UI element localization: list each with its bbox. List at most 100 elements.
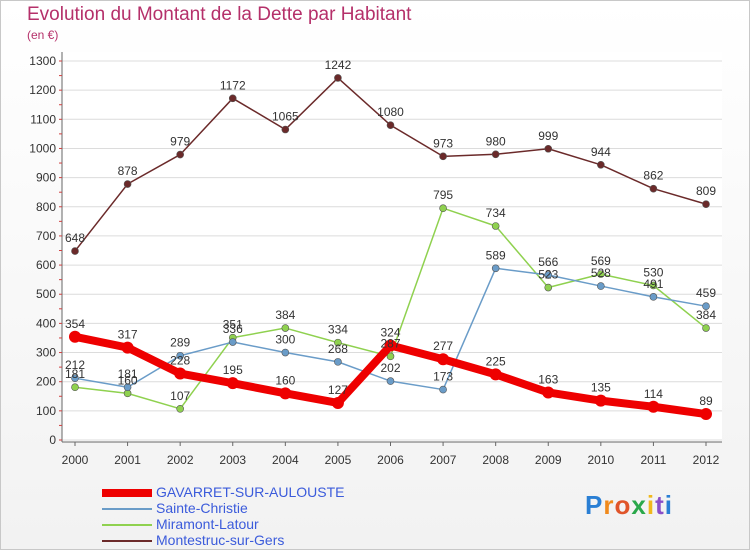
y-tick-label: 1300 — [29, 54, 56, 68]
legend-swatch — [102, 540, 152, 542]
x-tick-label: 2005 — [325, 453, 352, 467]
data-label: 114 — [644, 387, 663, 401]
data-label: 173 — [433, 370, 453, 384]
data-point — [121, 341, 134, 354]
data-label: 268 — [328, 342, 348, 356]
legend-swatch — [102, 489, 152, 497]
data-label: 89 — [699, 394, 713, 408]
data-label: 384 — [275, 308, 295, 322]
data-label: 160 — [275, 373, 295, 387]
chart-subtitle: (en €) — [27, 28, 59, 42]
data-point — [334, 74, 342, 82]
x-tick-label: 2009 — [535, 453, 562, 467]
data-label: 1172 — [220, 78, 246, 92]
data-point — [71, 383, 79, 392]
data-label: 1065 — [272, 110, 299, 124]
legend-swatch — [102, 508, 152, 510]
data-label: 528 — [591, 266, 611, 280]
data-point — [439, 385, 447, 394]
x-tick-label: 2011 — [641, 453, 667, 467]
data-label: 289 — [170, 336, 190, 350]
data-label: 569 — [591, 254, 611, 268]
data-label: 228 — [170, 354, 190, 368]
proxiti-logo: Proxiti — [585, 490, 673, 521]
data-label: 459 — [696, 286, 716, 300]
y-tick-label: 1200 — [29, 83, 56, 97]
data-point — [176, 351, 184, 360]
data-point — [649, 281, 658, 290]
data-label: 212 — [65, 358, 85, 372]
plot-area — [62, 52, 722, 442]
legend-label: GAVARRET-SUR-AULOUSTE — [156, 484, 345, 500]
data-label: 734 — [486, 206, 506, 220]
data-point — [649, 184, 658, 193]
legend-label: Sainte-Christie — [156, 500, 248, 516]
y-tick-label: 1100 — [30, 112, 56, 126]
data-point — [649, 293, 658, 301]
x-tick-label: 2003 — [219, 453, 246, 467]
x-tick-label: 2007 — [430, 453, 457, 467]
y-tick-label: 200 — [36, 375, 56, 389]
data-point — [176, 405, 184, 413]
data-label: 999 — [538, 129, 558, 143]
data-label: 160 — [118, 373, 138, 387]
data-label: 300 — [275, 333, 295, 347]
y-tick-label: 800 — [36, 200, 56, 214]
x-tick-label: 2004 — [272, 453, 299, 467]
data-point — [69, 330, 81, 343]
data-point — [279, 387, 292, 400]
data-point — [597, 160, 605, 169]
x-tick-label: 2006 — [377, 453, 404, 467]
data-label: 317 — [118, 328, 138, 342]
data-label: 589 — [486, 248, 506, 262]
data-point — [544, 144, 553, 153]
data-point — [597, 282, 605, 290]
data-point — [386, 121, 395, 129]
data-label: 878 — [118, 164, 138, 178]
data-point — [702, 324, 710, 332]
data-label: 979 — [170, 135, 190, 149]
data-label: 225 — [486, 354, 506, 368]
data-label: 491 — [643, 277, 663, 291]
y-tick-label: 700 — [36, 229, 56, 243]
data-label: 181 — [65, 367, 85, 381]
y-tick-label: 1000 — [29, 141, 56, 155]
logo-letter: t — [655, 490, 665, 520]
legend-label: Miramont-Latour — [156, 516, 259, 532]
legend-swatch — [102, 524, 152, 526]
x-tick-label: 2002 — [167, 453, 194, 467]
data-label: 523 — [538, 268, 558, 282]
data-point — [491, 222, 500, 230]
data-label: 336 — [223, 322, 243, 336]
data-point — [386, 352, 395, 361]
chart-title: Evolution du Montant de la Dette par Hab… — [27, 4, 412, 25]
x-tick-label: 2000 — [62, 453, 89, 467]
data-label: 1080 — [377, 105, 404, 119]
data-point — [702, 302, 710, 310]
data-label: 324 — [380, 326, 400, 340]
logo-letter: P — [585, 490, 604, 520]
y-tick-label: 500 — [36, 287, 56, 301]
data-point — [71, 247, 79, 255]
x-tick-label: 2008 — [482, 453, 509, 467]
x-tick-label: 2001 — [114, 453, 141, 467]
data-label: 530 — [643, 265, 663, 279]
data-point — [544, 271, 553, 279]
data-point — [71, 374, 79, 382]
data-point — [123, 383, 132, 392]
y-tick-label: 300 — [36, 346, 56, 360]
data-point — [489, 368, 502, 381]
data-label: 135 — [591, 381, 611, 395]
data-label: 648 — [65, 231, 85, 245]
data-label: 795 — [433, 188, 453, 202]
data-point — [334, 358, 342, 366]
data-label: 566 — [538, 255, 558, 269]
data-point — [228, 338, 237, 346]
data-point — [439, 204, 447, 213]
data-label: 351 — [223, 318, 243, 332]
data-point — [384, 339, 397, 352]
data-label: 973 — [433, 136, 453, 150]
x-tick-label: 2012 — [693, 453, 720, 467]
data-label: 862 — [643, 169, 663, 183]
logo-letter: x — [631, 490, 647, 520]
